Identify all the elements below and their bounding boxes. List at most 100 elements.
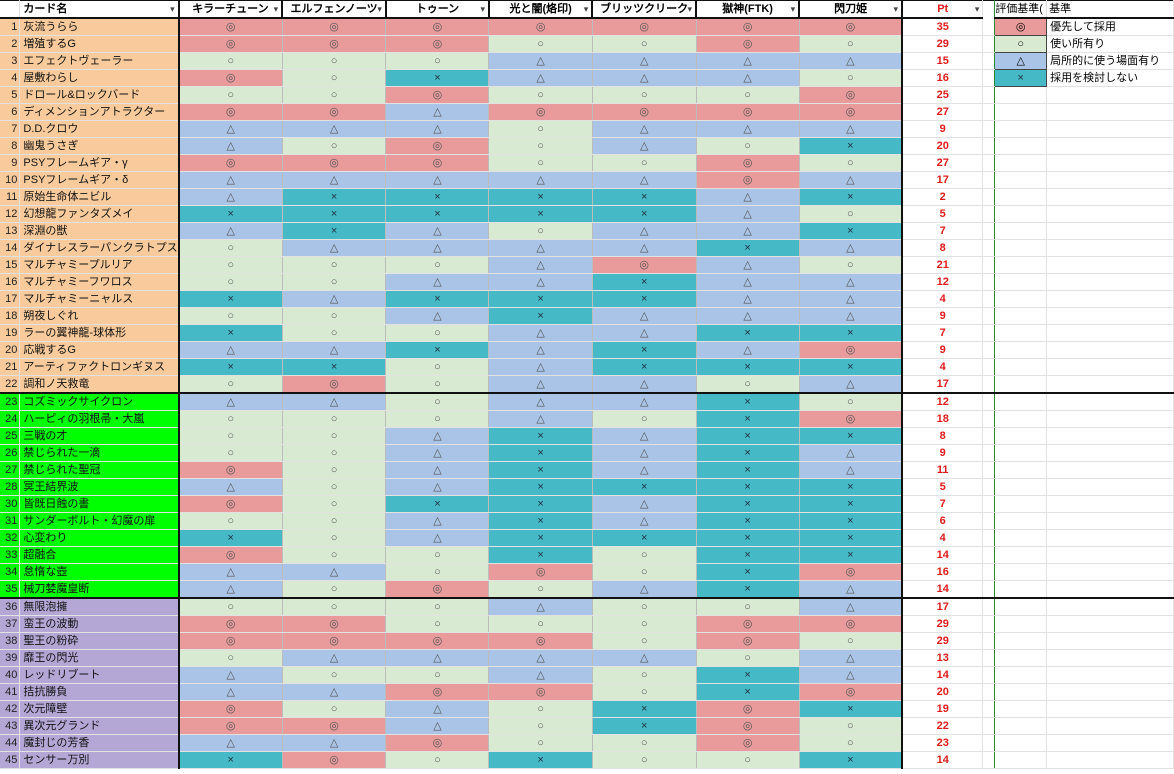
pt-cell[interactable]: 9 [902,444,984,462]
card-name-cell[interactable]: ディメンションアトラクター [19,103,180,121]
row-number[interactable]: 9 [0,154,21,172]
rating-cell[interactable]: △ [488,341,593,359]
card-name-cell[interactable]: 超融合 [19,546,180,564]
pt-cell[interactable]: 21 [902,256,984,274]
rating-cell[interactable]: △ [385,717,490,735]
empty-cell[interactable] [1046,188,1174,206]
rating-cell[interactable]: ◎ [282,615,387,633]
rating-cell[interactable]: △ [488,69,593,87]
empty-cell[interactable] [994,341,1048,359]
rating-cell[interactable]: △ [282,290,387,308]
rating-cell[interactable]: △ [592,69,697,87]
rating-cell[interactable]: ◎ [488,683,593,701]
rating-cell[interactable]: △ [488,375,593,394]
filter-icon[interactable]: ▾ [480,4,485,14]
rating-cell[interactable]: ○ [282,461,387,479]
card-name-cell[interactable]: 三戦の才 [19,427,180,445]
rating-cell[interactable]: △ [696,188,800,206]
row-number[interactable]: 19 [0,324,21,342]
row-number[interactable]: 24 [0,410,21,428]
pt-cell[interactable]: 14 [902,546,984,564]
empty-cell[interactable] [1046,597,1174,616]
pt-cell[interactable]: 15 [902,52,984,70]
rating-cell[interactable]: △ [799,580,904,599]
rating-cell[interactable]: △ [696,341,800,359]
rating-cell[interactable]: △ [282,734,387,752]
card-name-cell[interactable]: 異次元グランド [19,717,180,735]
row-number[interactable]: 4 [0,69,21,87]
rating-cell[interactable]: ◎ [799,410,904,428]
empty-cell[interactable] [994,563,1048,581]
rating-cell[interactable]: × [696,546,800,564]
legend-label-sit[interactable]: 局所的に使う場面有り [1046,52,1174,70]
rating-cell[interactable]: △ [592,512,697,530]
empty-cell[interactable] [1046,324,1174,342]
pt-cell[interactable]: 17 [902,171,984,189]
rating-cell[interactable]: ○ [696,86,800,104]
rating-cell[interactable]: △ [488,256,593,274]
rating-cell[interactable]: △ [385,103,490,121]
rating-cell[interactable]: △ [488,649,593,667]
rating-cell[interactable]: △ [385,307,490,325]
card-name-cell[interactable]: 応戦するG [19,341,180,359]
rating-cell[interactable]: △ [592,392,697,411]
filter-icon[interactable]: ▾ [377,4,382,14]
rating-cell[interactable]: × [799,529,904,547]
rating-cell[interactable]: △ [799,666,904,684]
empty-cell[interactable] [1046,700,1174,718]
row-number[interactable]: 43 [0,717,21,735]
rating-cell[interactable]: × [488,529,593,547]
row-number[interactable]: 14 [0,239,21,257]
legend-label-best[interactable]: 優先して採用 [1046,18,1174,36]
empty-cell[interactable] [1046,717,1174,735]
rating-cell[interactable]: △ [799,649,904,667]
rating-cell[interactable]: ◎ [385,683,490,701]
row-number[interactable]: 30 [0,495,21,513]
empty-cell[interactable] [1046,86,1174,104]
rating-cell[interactable]: × [178,324,283,342]
rating-cell[interactable]: △ [385,239,490,257]
rating-cell[interactable]: ○ [488,222,593,240]
rating-cell[interactable]: ◎ [488,18,593,36]
empty-cell[interactable] [994,461,1048,479]
rating-cell[interactable]: ○ [488,86,593,104]
rating-cell[interactable]: × [488,188,593,206]
card-name-cell[interactable]: 原始生命体ニビル [19,188,180,206]
rating-cell[interactable]: ○ [282,52,387,70]
row-number[interactable]: 33 [0,546,21,564]
rating-cell[interactable]: △ [799,171,904,189]
rating-cell[interactable]: ○ [592,666,697,684]
rating-cell[interactable]: × [488,512,593,530]
card-name-cell[interactable]: 禁じられた一滴 [19,444,180,462]
rating-cell[interactable]: ○ [385,324,490,342]
rating-cell[interactable]: △ [385,461,490,479]
rating-cell[interactable]: △ [178,392,283,411]
rating-cell[interactable]: △ [282,239,387,257]
rating-cell[interactable]: × [799,427,904,445]
rating-cell[interactable]: ◎ [696,734,800,752]
rating-cell[interactable]: ◎ [799,86,904,104]
empty-cell[interactable] [994,649,1048,667]
rating-cell[interactable]: ○ [592,597,697,616]
row-number[interactable]: 37 [0,615,21,633]
rating-cell[interactable]: × [696,478,800,496]
rating-cell[interactable]: ○ [282,444,387,462]
empty-cell[interactable] [1046,649,1174,667]
empty-cell[interactable] [994,529,1048,547]
rating-cell[interactable]: △ [799,290,904,308]
empty-cell[interactable] [1046,341,1174,359]
row-number[interactable]: 39 [0,649,21,667]
pt-cell[interactable]: 4 [902,529,984,547]
rating-cell[interactable]: ○ [282,324,387,342]
row-number[interactable]: 22 [0,375,21,394]
card-name-cell[interactable]: 皆既日蝕の書 [19,495,180,513]
empty-cell[interactable] [994,751,1048,769]
rating-cell[interactable]: △ [488,52,593,70]
pt-cell[interactable]: 13 [902,649,984,667]
rating-cell[interactable]: ◎ [799,615,904,633]
pt-cell[interactable]: 23 [902,734,984,752]
empty-cell[interactable] [1046,222,1174,240]
row-number[interactable]: 11 [0,188,21,206]
rating-cell[interactable]: × [178,751,283,769]
rating-cell[interactable]: × [696,580,800,599]
